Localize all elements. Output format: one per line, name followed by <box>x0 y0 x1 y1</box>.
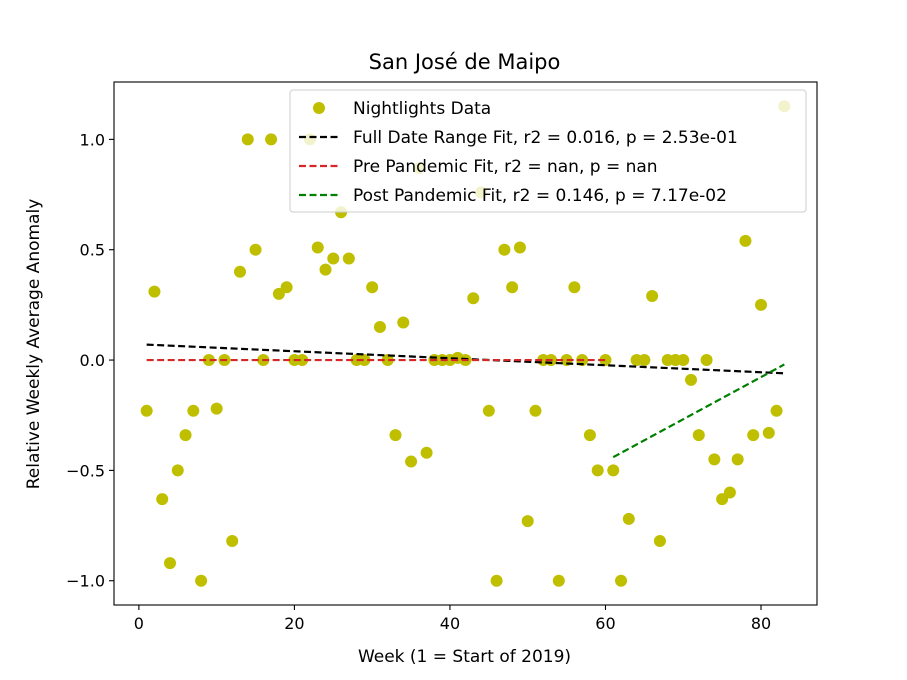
data-point <box>646 290 659 303</box>
data-point <box>210 402 223 415</box>
x-tick-label: 20 <box>284 614 304 633</box>
y-axis-label: Relative Weekly Average Anomaly <box>24 199 44 490</box>
y-tick-label: 0.5 <box>80 241 105 260</box>
data-point <box>280 281 293 294</box>
x-tick-label: 40 <box>440 614 460 633</box>
legend-label: Post Pandemic Fit, r2 = 0.146, p = 7.17e… <box>353 186 727 206</box>
data-point <box>599 354 612 367</box>
data-point <box>397 316 410 329</box>
data-point <box>685 373 698 386</box>
data-point <box>373 320 386 333</box>
data-point <box>521 515 534 528</box>
fit-line-1 <box>146 343 785 375</box>
data-point <box>366 281 379 294</box>
data-point <box>296 354 309 367</box>
data-point <box>226 535 239 548</box>
fit-line-3 <box>612 363 785 459</box>
marks-layer <box>140 100 791 587</box>
data-point <box>506 281 519 294</box>
data-point <box>583 429 596 442</box>
data-point <box>195 574 208 587</box>
data-point <box>490 574 503 587</box>
data-point <box>311 241 324 254</box>
data-point <box>622 512 635 525</box>
y-tick-label: 1.0 <box>80 130 105 149</box>
data-point <box>241 133 254 146</box>
data-point <box>700 354 713 367</box>
data-point <box>140 404 153 417</box>
data-point <box>755 298 768 311</box>
data-point <box>653 535 666 548</box>
legend-label: Nightlights Data <box>353 99 491 119</box>
data-point <box>171 464 184 477</box>
x-axis-label: Week (1 = Start of 2019) <box>358 647 571 667</box>
legend-label: Pre Pandemic Fit, r2 = nan, p = nan <box>353 157 658 177</box>
data-point <box>249 243 262 256</box>
axes-layer: 0 20 40 60 80 −1.0 −0.5 0.0 0.5 1.0 <box>66 81 818 633</box>
x-tick-label: 60 <box>595 614 615 633</box>
data-point <box>552 574 565 587</box>
legend-marker <box>313 102 325 114</box>
data-point <box>163 557 176 570</box>
data-point <box>638 354 651 367</box>
data-point <box>482 404 495 417</box>
data-point <box>692 429 705 442</box>
data-point <box>723 486 736 499</box>
x-tick-label: 0 <box>134 614 144 633</box>
legend-label: Full Date Range Fit, r2 = 0.016, p = 2.5… <box>353 128 738 148</box>
data-point <box>342 252 355 265</box>
data-point <box>467 292 480 305</box>
data-point <box>498 243 511 256</box>
data-point <box>708 453 721 466</box>
data-point <box>747 429 760 442</box>
data-point <box>389 429 402 442</box>
plot-frame <box>113 81 818 606</box>
x-tick-label: 80 <box>751 614 771 633</box>
data-point <box>327 252 340 265</box>
data-point <box>615 574 628 587</box>
data-point <box>156 493 169 506</box>
data-point <box>529 404 542 417</box>
data-point <box>731 453 744 466</box>
data-point <box>739 234 752 247</box>
data-point <box>591 464 604 477</box>
data-point <box>405 455 418 468</box>
data-point <box>319 263 332 276</box>
data-point <box>420 446 433 459</box>
legend-box <box>289 89 807 213</box>
data-point <box>179 429 192 442</box>
legend: Nightlights Data Full Date Range Fit, r2 … <box>289 89 807 213</box>
y-tick-label: −0.5 <box>66 461 105 480</box>
y-tick-label: −1.0 <box>66 572 105 591</box>
data-point <box>770 404 783 417</box>
data-point <box>568 281 581 294</box>
data-point <box>381 354 394 367</box>
data-point <box>762 426 775 439</box>
data-point <box>187 404 200 417</box>
data-point <box>202 354 215 367</box>
data-point <box>265 133 278 146</box>
data-point <box>233 265 246 278</box>
chart-title: San José de Maipo <box>369 50 561 74</box>
data-point <box>677 354 690 367</box>
y-tick-label: 0.0 <box>80 351 105 370</box>
data-point <box>358 354 371 367</box>
data-point <box>148 285 161 298</box>
data-point <box>513 241 526 254</box>
data-point <box>607 464 620 477</box>
